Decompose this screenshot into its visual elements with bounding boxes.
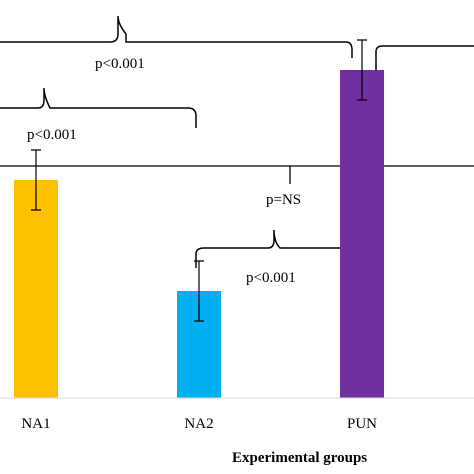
comparison-label-2: p<0.001	[27, 127, 77, 143]
error-bar-na2	[194, 260, 204, 322]
x-axis-label: Experimental groups	[232, 450, 367, 466]
bars-group	[14, 70, 384, 398]
error-bars-group	[31, 39, 367, 322]
tick-label-pun: PUN	[347, 416, 377, 432]
bar-na1	[14, 180, 58, 398]
comparison-bracket-1	[0, 15, 353, 58]
comparison-bracket-2	[0, 87, 197, 128]
comparison-bracket-5	[375, 45, 474, 70]
x-tick-labels: NA1 NA2 PUN	[21, 416, 377, 432]
tick-label-na1: NA1	[21, 416, 50, 432]
comparison-label-3: p=NS	[266, 192, 301, 208]
error-bar-pun	[357, 39, 367, 101]
significance-brackets	[0, 15, 474, 268]
bar-pun	[340, 70, 384, 398]
comparison-label-1: p<0.001	[95, 56, 145, 72]
comparison-bracket-4	[195, 229, 359, 268]
error-bar-na1	[31, 149, 41, 211]
comparison-label-4: p<0.001	[246, 270, 296, 286]
tick-label-na2: NA2	[184, 416, 213, 432]
